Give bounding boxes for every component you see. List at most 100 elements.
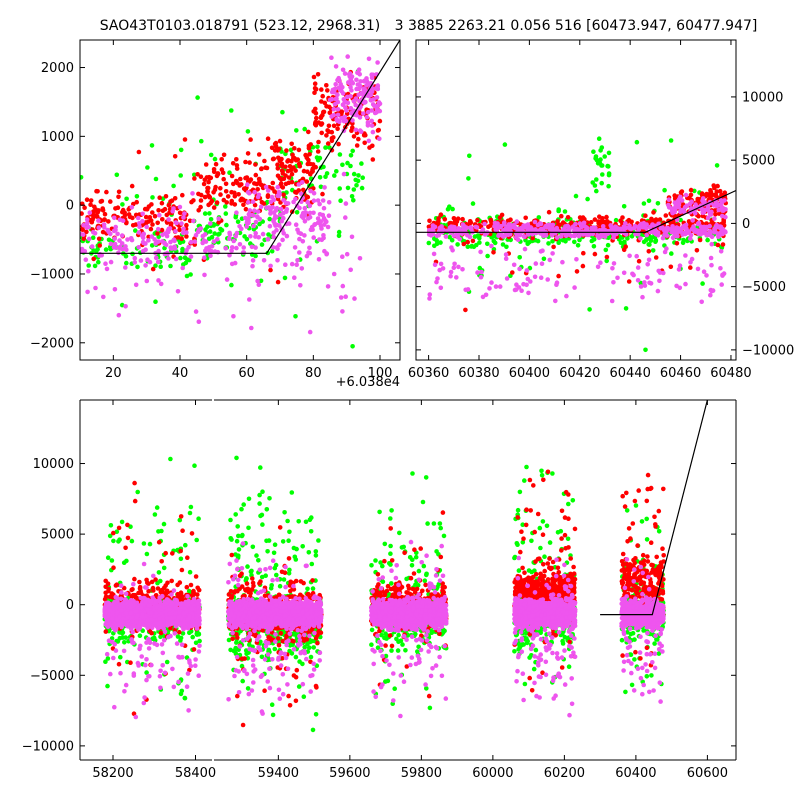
data-point xyxy=(321,205,327,211)
data-point xyxy=(137,221,142,226)
data-point xyxy=(480,294,486,300)
data-point xyxy=(169,578,174,584)
data-point xyxy=(253,219,259,225)
data-point xyxy=(410,471,415,476)
data-point xyxy=(164,659,170,665)
data-point xyxy=(710,192,715,198)
data-point xyxy=(664,233,670,238)
data-point xyxy=(280,109,285,115)
data-point xyxy=(335,77,340,83)
data-point xyxy=(279,218,285,224)
data-point xyxy=(365,123,371,128)
data-point xyxy=(217,231,222,237)
data-point xyxy=(572,239,577,245)
data-point xyxy=(374,95,380,100)
top-right-panel: 60360 60380 60400 60420 60440 60460 60480−1000… xyxy=(408,39,794,381)
data-point xyxy=(369,642,374,647)
data-point xyxy=(329,89,335,95)
data-point xyxy=(258,465,263,470)
data-point xyxy=(165,228,171,234)
data-point xyxy=(335,107,341,112)
data-point xyxy=(475,217,480,223)
data-point xyxy=(269,702,275,707)
data-point xyxy=(155,259,161,265)
data-point xyxy=(112,236,117,241)
data-point xyxy=(521,642,526,647)
data-point xyxy=(286,571,292,576)
data-point xyxy=(269,583,275,588)
data-point xyxy=(461,241,467,247)
data-point xyxy=(296,684,302,689)
data-point xyxy=(340,162,345,168)
data-point xyxy=(688,236,693,241)
data-point xyxy=(314,115,319,121)
data-point xyxy=(621,224,627,230)
data-point xyxy=(708,292,713,298)
data-point xyxy=(435,276,440,281)
data-point xyxy=(96,218,101,223)
data-point xyxy=(463,307,468,313)
data-point xyxy=(215,236,220,242)
data-point xyxy=(573,193,579,199)
data-point xyxy=(323,174,328,179)
data-point xyxy=(718,249,724,254)
data-point xyxy=(677,263,683,269)
data-point xyxy=(95,210,100,215)
data-point xyxy=(632,657,637,662)
data-point xyxy=(311,74,317,80)
data-point xyxy=(520,522,525,527)
data-point xyxy=(124,247,129,252)
data-point xyxy=(245,564,250,569)
data-point xyxy=(714,189,720,194)
data-point xyxy=(315,157,321,163)
data-point xyxy=(228,647,233,653)
data-point xyxy=(243,159,248,165)
data-point xyxy=(372,110,378,116)
data-point xyxy=(611,235,616,240)
data-point xyxy=(133,222,139,227)
data-point xyxy=(265,193,271,198)
data-point xyxy=(512,222,517,228)
data-point xyxy=(252,208,257,213)
data-point xyxy=(245,151,251,156)
data-point xyxy=(123,304,128,309)
data-point xyxy=(475,270,480,275)
data-point xyxy=(229,261,235,267)
data-point xyxy=(550,471,555,476)
data-point xyxy=(247,208,253,213)
data-point xyxy=(465,239,471,245)
data-point xyxy=(105,555,111,560)
data-point xyxy=(264,538,269,544)
data-point xyxy=(424,571,429,577)
data-point xyxy=(206,179,211,185)
data-point xyxy=(188,254,194,259)
data-point xyxy=(353,177,359,183)
data-point xyxy=(720,242,726,247)
data-point xyxy=(275,279,281,285)
data-point xyxy=(338,198,343,203)
data-point xyxy=(201,238,207,243)
data-point xyxy=(377,509,382,515)
data-point xyxy=(158,281,164,287)
data-point xyxy=(382,635,387,641)
data-point xyxy=(227,232,233,237)
data-point xyxy=(134,199,139,205)
data-point xyxy=(477,240,482,245)
data-point xyxy=(229,173,235,179)
data-point xyxy=(192,463,197,469)
data-point xyxy=(286,538,291,543)
data-point xyxy=(575,243,581,248)
data-point xyxy=(183,542,188,548)
data-point xyxy=(194,537,199,543)
data-point xyxy=(177,204,183,210)
y-tick-label: −5000 xyxy=(742,280,786,295)
data-point xyxy=(198,198,204,203)
data-point xyxy=(325,88,330,93)
data-point xyxy=(626,217,632,223)
data-point xyxy=(643,347,648,353)
data-point xyxy=(554,280,560,286)
data-point xyxy=(218,192,223,197)
data-point xyxy=(596,221,601,226)
data-point xyxy=(122,640,127,645)
data-point xyxy=(257,216,263,222)
